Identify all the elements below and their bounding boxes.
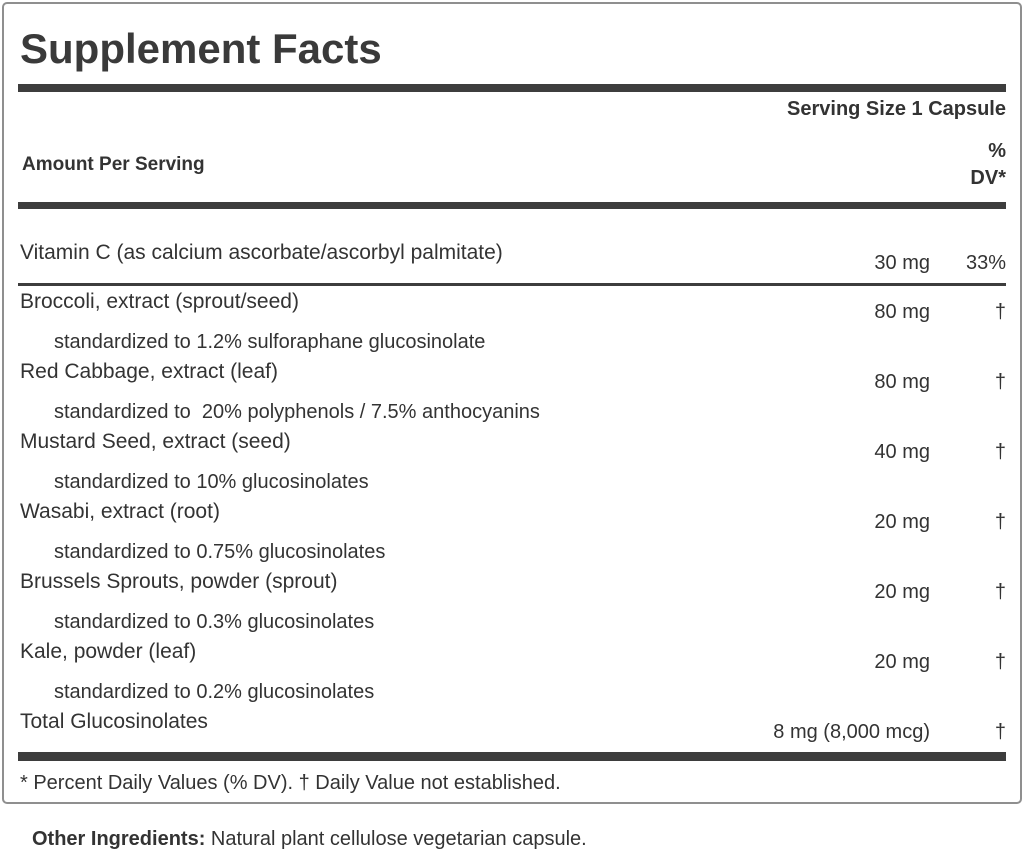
ingredient-dv: †	[994, 371, 1006, 393]
ingredient-row: Vitamin C (as calcium ascorbate/ascorbyl…	[16, 239, 1008, 277]
serving-size: Serving Size 1 Capsule	[787, 98, 1006, 120]
footnote: * Percent Daily Values (% DV). † Daily V…	[20, 772, 561, 794]
ingredient-dv: †	[994, 581, 1006, 603]
amount-per-serving-header: Amount Per Serving	[22, 154, 205, 175]
ingredient-standardization: standardized to 0.2% glucosinolates	[54, 681, 375, 703]
ingredient-name: Brussels Sprouts, powder (sprout)	[20, 570, 338, 593]
ingredient-standardization: standardized to 20% polyphenols / 7.5% a…	[54, 401, 540, 423]
ingredient-row: Broccoli, extract (sprout/seed) 80 mg † …	[16, 288, 1008, 356]
ingredient-amount: 20 mg	[874, 511, 930, 533]
ingredient-dv: †	[994, 301, 1006, 323]
title-divider	[18, 84, 1006, 92]
percent-dv-header-line2: DV*	[970, 167, 1006, 189]
ingredient-name: Vitamin C (as calcium ascorbate/ascorbyl…	[20, 241, 503, 264]
ingredient-standardization: standardized to 0.75% glucosinolates	[54, 541, 386, 563]
percent-dv-header-line1: %	[988, 140, 1006, 162]
other-ingredients-text: Natural plant cellulose vegetarian capsu…	[205, 828, 587, 850]
ingredient-amount: 40 mg	[874, 441, 930, 463]
ingredient-name: Mustard Seed, extract (seed)	[20, 430, 291, 453]
ingredient-amount: 20 mg	[874, 651, 930, 673]
panel-title: Supplement Facts	[20, 25, 382, 72]
ingredient-row: Red Cabbage, extract (leaf) 80 mg † stan…	[16, 358, 1008, 426]
ingredient-name: Total Glucosinolates	[20, 710, 208, 733]
percent-dv-header: % DV*	[970, 138, 1006, 192]
ingredient-row: Kale, powder (leaf) 20 mg † standardized…	[16, 638, 1008, 706]
other-ingredients: Other Ingredients: Natural plant cellulo…	[32, 826, 1024, 852]
ingredient-name: Red Cabbage, extract (leaf)	[20, 360, 278, 383]
ingredient-dv: †	[994, 441, 1006, 463]
other-ingredients-label: Other Ingredients:	[32, 828, 206, 850]
ingredient-name: Wasabi, extract (root)	[20, 500, 220, 523]
header-divider	[18, 202, 1006, 209]
ingredient-rows: Vitamin C (as calcium ascorbate/ascorbyl…	[16, 239, 1008, 746]
ingredient-row: Brussels Sprouts, powder (sprout) 20 mg …	[16, 568, 1008, 636]
ingredient-name: Broccoli, extract (sprout/seed)	[20, 290, 299, 313]
ingredient-amount: 80 mg	[874, 371, 930, 393]
footer-divider	[18, 752, 1006, 761]
ingredient-standardization: standardized to 10% glucosinolates	[54, 471, 369, 493]
ingredient-name: Kale, powder (leaf)	[20, 640, 197, 663]
ingredient-dv: 33%	[965, 252, 1006, 274]
ingredient-row: Total Glucosinolates 8 mg (8,000 mcg) †	[16, 708, 1008, 746]
ingredient-amount: 20 mg	[874, 581, 930, 603]
ingredient-amount: 8 mg (8,000 mcg)	[773, 721, 930, 743]
ingredient-row: Mustard Seed, extract (seed) 40 mg † sta…	[16, 428, 1008, 496]
table-header: Amount Per Serving % DV*	[16, 138, 1008, 192]
ingredient-amount: 30 mg	[874, 252, 930, 274]
row-divider	[18, 283, 1006, 286]
ingredient-row: Wasabi, extract (root) 20 mg † standardi…	[16, 498, 1008, 566]
ingredient-standardization: standardized to 1.2% sulforaphane glucos…	[54, 331, 486, 353]
ingredient-dv: †	[994, 651, 1006, 673]
ingredient-dv: †	[994, 721, 1006, 743]
ingredient-dv: †	[994, 511, 1006, 533]
ingredient-standardization: standardized to 0.3% glucosinolates	[54, 611, 375, 633]
ingredient-amount: 80 mg	[874, 301, 930, 323]
label-box: Supplement Facts Serving Size 1 Capsule …	[2, 2, 1022, 804]
